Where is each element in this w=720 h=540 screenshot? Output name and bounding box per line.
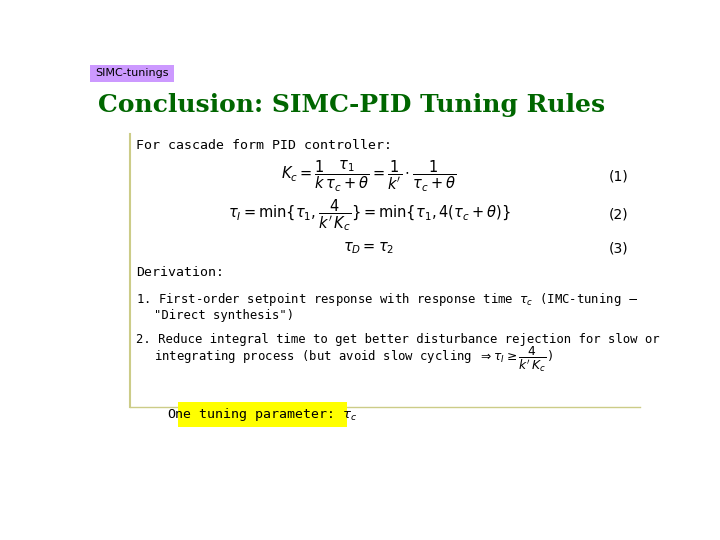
Text: Conclusion: SIMC-PID Tuning Rules: Conclusion: SIMC-PID Tuning Rules (98, 93, 605, 117)
Text: 2. Reduce integral time to get better disturbance rejection for slow or: 2. Reduce integral time to get better di… (137, 333, 660, 346)
Text: 1. First-order setpoint response with response time $\tau_c$ (IMC-tuning $-$: 1. First-order setpoint response with re… (137, 291, 639, 308)
Text: "Direct synthesis"): "Direct synthesis") (153, 308, 294, 321)
Text: One tuning parameter: $\tau_c$: One tuning parameter: $\tau_c$ (167, 406, 357, 423)
Text: (2): (2) (609, 208, 629, 222)
Text: $\tau_D = \tau_2$: $\tau_D = \tau_2$ (343, 240, 395, 256)
Text: Derivation:: Derivation: (137, 266, 225, 279)
Text: $\tau_I = \min\{\tau_1, \dfrac{4}{k'\,K_c}\} = \min\{\tau_1, 4(\tau_c + \theta)\: $\tau_I = \min\{\tau_1, \dfrac{4}{k'\,K_… (228, 197, 510, 233)
FancyBboxPatch shape (90, 65, 174, 82)
Text: For cascade form PID controller:: For cascade form PID controller: (137, 139, 392, 152)
Text: (3): (3) (609, 241, 629, 255)
Text: (1): (1) (609, 170, 629, 184)
FancyBboxPatch shape (178, 402, 347, 427)
Text: SIMC-tunings: SIMC-tunings (95, 68, 168, 78)
Text: integrating process (but avoid slow cycling $\Rightarrow \tau_I \geq \dfrac{4}{k: integrating process (but avoid slow cycl… (153, 344, 552, 374)
Text: $K_c = \dfrac{1}{k}\dfrac{\tau_1}{\tau_c + \theta} = \dfrac{1}{k'} \cdot \dfrac{: $K_c = \dfrac{1}{k}\dfrac{\tau_1}{\tau_c… (282, 159, 456, 194)
